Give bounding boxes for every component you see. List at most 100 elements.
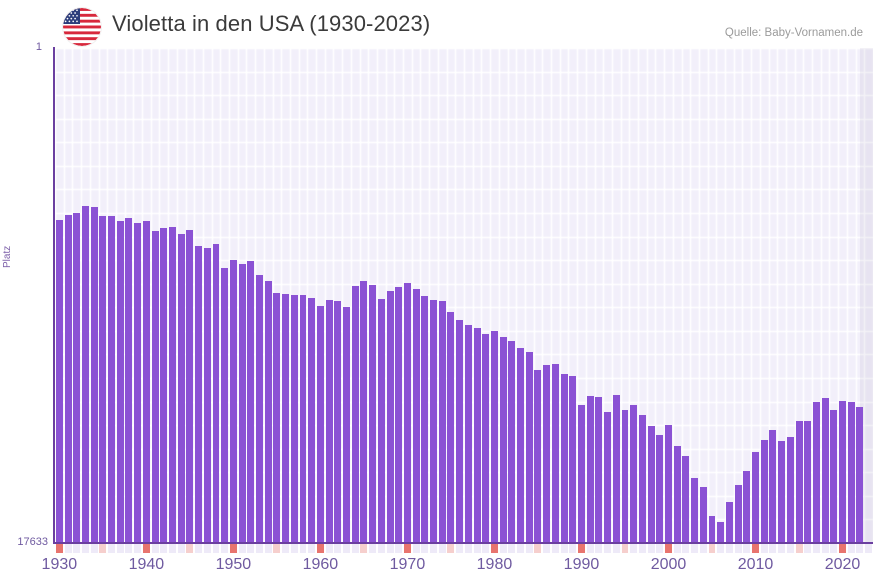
bar[interactable] [525, 352, 533, 543]
x-axis-tick [116, 544, 124, 553]
bar[interactable] [543, 364, 551, 543]
bar[interactable] [778, 441, 786, 543]
bar[interactable] [752, 452, 759, 543]
bar[interactable] [717, 522, 725, 543]
bar[interactable] [665, 425, 672, 543]
bar[interactable] [699, 486, 707, 543]
bar[interactable] [308, 298, 316, 543]
bar[interactable] [586, 396, 594, 543]
bar[interactable] [647, 426, 655, 543]
bar[interactable] [142, 221, 150, 543]
bar[interactable] [839, 400, 846, 543]
bar[interactable] [116, 221, 124, 543]
x-axis-tick [290, 544, 298, 553]
bar[interactable] [786, 437, 794, 543]
bar[interactable] [403, 282, 411, 543]
bar[interactable] [273, 293, 281, 543]
x-axis-tick [299, 544, 307, 553]
bar[interactable] [90, 207, 98, 543]
bar[interactable] [421, 296, 429, 543]
bar[interactable] [769, 429, 777, 543]
bar[interactable] [168, 226, 176, 543]
bar[interactable] [760, 440, 768, 543]
bar[interactable] [229, 259, 237, 543]
bar[interactable] [377, 298, 385, 543]
bar[interactable] [743, 470, 751, 543]
bar[interactable] [369, 284, 377, 543]
bar[interactable] [438, 300, 446, 543]
bar[interactable] [621, 409, 629, 543]
bar[interactable] [186, 229, 194, 543]
bar[interactable] [577, 405, 585, 543]
bar[interactable] [299, 295, 307, 543]
bar[interactable] [482, 333, 490, 543]
bar[interactable] [282, 293, 290, 543]
bar[interactable] [264, 281, 272, 543]
x-axis-tick [142, 544, 150, 553]
bar[interactable] [395, 287, 403, 543]
bar[interactable] [499, 336, 507, 543]
bar[interactable] [325, 299, 333, 543]
bar[interactable] [595, 397, 603, 543]
bar[interactable] [73, 213, 81, 543]
bar[interactable] [247, 261, 255, 543]
bar[interactable] [221, 267, 229, 543]
bar[interactable] [812, 401, 820, 543]
bar[interactable] [430, 299, 437, 543]
bar[interactable] [290, 295, 298, 543]
bar[interactable] [569, 375, 577, 543]
bar[interactable] [725, 501, 733, 543]
bar[interactable] [821, 398, 829, 543]
bar[interactable] [81, 206, 89, 543]
bar[interactable] [64, 215, 72, 543]
bar[interactable] [464, 324, 472, 543]
bar[interactable] [238, 264, 246, 543]
bar[interactable] [456, 320, 464, 543]
bar[interactable] [386, 290, 394, 543]
bar[interactable] [412, 289, 420, 543]
bar[interactable] [195, 246, 203, 543]
x-axis-tick [473, 544, 481, 553]
bar[interactable] [551, 363, 559, 543]
bar[interactable] [125, 218, 133, 543]
bar[interactable] [334, 301, 342, 543]
bar[interactable] [360, 281, 368, 543]
bar[interactable] [108, 216, 116, 543]
bar[interactable] [673, 445, 681, 543]
bar[interactable] [517, 347, 525, 543]
bar[interactable] [343, 306, 350, 543]
bar[interactable] [177, 233, 185, 543]
bar[interactable] [134, 222, 142, 543]
bar[interactable] [830, 409, 838, 543]
bar[interactable] [151, 231, 159, 543]
bar[interactable] [55, 219, 63, 543]
bar[interactable] [856, 407, 864, 543]
bar[interactable] [447, 312, 455, 543]
bar[interactable] [656, 435, 664, 543]
bar[interactable] [630, 404, 638, 543]
x-axis-label: 2020 [824, 556, 861, 573]
bar[interactable] [604, 411, 612, 543]
bar[interactable] [160, 228, 168, 543]
bar[interactable] [847, 402, 855, 543]
bar[interactable] [708, 516, 716, 543]
bar[interactable] [734, 485, 742, 543]
bar[interactable] [212, 243, 220, 543]
bar[interactable] [473, 327, 481, 543]
bar[interactable] [691, 478, 699, 543]
bar[interactable] [795, 421, 803, 543]
bar[interactable] [508, 341, 516, 543]
bar[interactable] [638, 415, 646, 543]
bar[interactable] [351, 286, 359, 543]
bar[interactable] [804, 421, 812, 543]
bar[interactable] [534, 370, 542, 543]
bar[interactable] [99, 215, 107, 543]
bar[interactable] [682, 456, 690, 543]
bar[interactable] [256, 274, 263, 543]
bar[interactable] [612, 394, 620, 543]
x-axis-line [53, 542, 873, 544]
bar[interactable] [316, 305, 324, 543]
bar[interactable] [560, 374, 568, 543]
bar[interactable] [490, 330, 498, 543]
bar[interactable] [203, 247, 211, 543]
